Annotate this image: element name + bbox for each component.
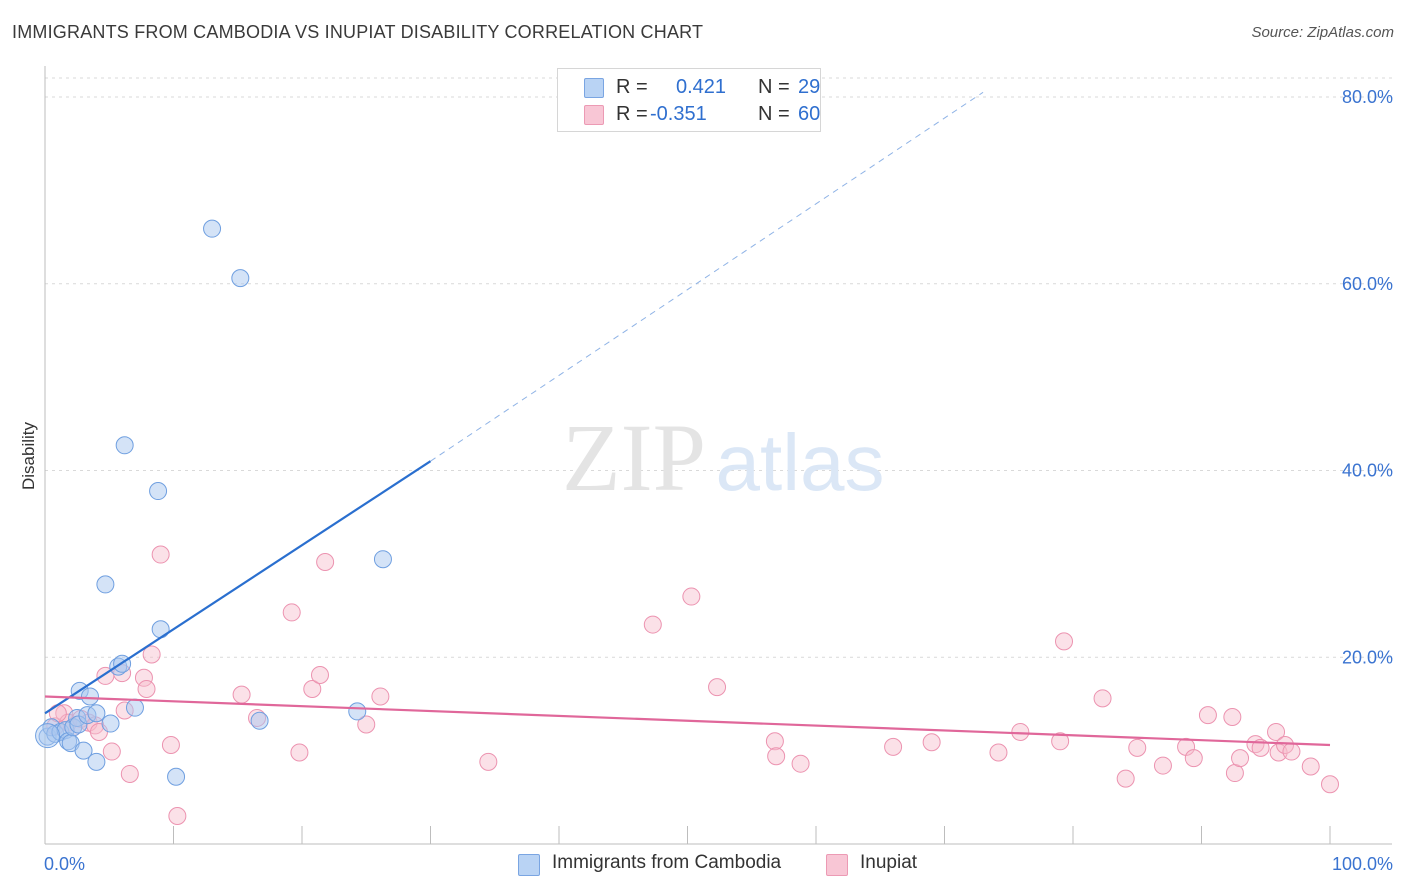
inupiat-point: [765, 732, 784, 751]
inupiat-point: [884, 737, 903, 756]
inupiat-point: [137, 679, 156, 698]
legend-r-value: -0.351: [650, 103, 707, 125]
cambodia-point: [125, 698, 144, 717]
inupiat-trendline: [44, 695, 1331, 747]
grid: [45, 77, 1392, 658]
inupiat-point: [1116, 769, 1135, 788]
x-tick-label: 0.0%: [44, 854, 85, 874]
inupiat-point: [102, 742, 121, 761]
cambodia-point: [167, 767, 186, 786]
inupiat-point: [1267, 722, 1286, 741]
legend-n-value: 29: [798, 76, 821, 98]
inupiat-point: [1184, 749, 1203, 768]
inupiat-point: [791, 754, 810, 773]
inupiat-point: [282, 603, 301, 622]
axes: [44, 66, 1392, 845]
y-tick-label: 20.0%: [1342, 647, 1393, 667]
inupiat-point: [1011, 722, 1030, 741]
inupiat-point: [1055, 632, 1074, 651]
watermark-zip: ZIP: [562, 404, 706, 511]
legend-n-label: N =: [758, 103, 790, 125]
inupiat-point: [479, 752, 498, 771]
inupiat-point: [1093, 689, 1112, 708]
cambodia-point: [74, 741, 93, 760]
cambodia-point: [203, 219, 222, 238]
cambodia-point: [231, 269, 250, 288]
inupiat-point: [1282, 742, 1301, 761]
y-axis-label: Disability: [19, 421, 38, 490]
inupiat-point: [1231, 749, 1250, 768]
inupiat-point: [303, 679, 322, 698]
legend-n-label: N =: [758, 76, 790, 98]
inupiat-point: [1198, 706, 1217, 725]
legend-n-value: 60: [798, 103, 821, 125]
legend-swatch-blue: [584, 78, 604, 98]
watermark: ZIP atlas: [562, 404, 884, 511]
trendlines: [44, 91, 1331, 747]
cambodia-point: [348, 702, 367, 721]
inupiat-point: [1276, 736, 1295, 755]
inupiat-point: [767, 747, 786, 766]
inupiat-point: [161, 736, 180, 755]
inupiat-point: [1153, 756, 1172, 775]
legend-swatch-pink: [584, 105, 604, 125]
bottom-legend-swatch-pink: [826, 854, 848, 876]
cambodia-trendline: [44, 460, 432, 715]
inupiat-point: [1223, 708, 1242, 727]
inupiat-point: [142, 645, 161, 664]
cambodia-point: [87, 704, 106, 723]
cambodia-trendline-extension: [430, 91, 984, 462]
inupiat-point: [290, 743, 309, 762]
inupiat-point: [316, 553, 335, 572]
cambodia-point: [250, 711, 269, 730]
cambodia-point: [87, 752, 106, 771]
inupiat-point: [922, 733, 941, 752]
y-tick-label: 80.0%: [1342, 87, 1393, 107]
inupiat-point: [643, 615, 662, 634]
cambodia-point: [35, 723, 61, 749]
y-tick-label: 40.0%: [1342, 461, 1393, 481]
inupiat-point: [151, 545, 170, 564]
inupiat-point: [1301, 757, 1320, 776]
inupiat-point: [232, 685, 251, 704]
inupiat-point: [1128, 738, 1147, 757]
bottom-legend-swatch-blue: [518, 854, 540, 876]
inupiat-point: [371, 687, 390, 706]
cambodia-point: [373, 550, 392, 569]
cambodia-point: [101, 714, 120, 733]
inupiat-point: [1321, 775, 1339, 794]
bottom-legend-label: Immigrants from Cambodia: [552, 852, 782, 873]
correlation-legend: R = 0.421 N = 29 R = -0.351 N = 60: [557, 68, 821, 132]
watermark-atlas: atlas: [716, 418, 885, 507]
bottom-legend-label: Inupiat: [860, 852, 918, 873]
legend-r-label: R =: [616, 103, 648, 125]
inupiat-point: [708, 678, 727, 697]
legend-r-value: 0.421: [676, 76, 727, 98]
cambodia-point: [115, 436, 134, 455]
legend-r-label: R =: [616, 76, 648, 98]
chart-source: Source: ZipAtlas.com: [1251, 24, 1394, 41]
inupiat-point: [120, 764, 139, 783]
inupiat-point: [1225, 764, 1244, 783]
chart-title: IMMIGRANTS FROM CAMBODIA VS INUPIAT DISA…: [12, 22, 704, 42]
cambodia-point: [149, 482, 168, 501]
inupiat-point: [989, 743, 1008, 762]
x-tick-label: 100.0%: [1332, 854, 1393, 874]
inupiat-point: [1051, 732, 1070, 751]
inupiat-point: [168, 806, 187, 825]
tick-labels: 20.0% 40.0% 60.0% 80.0% 0.0% 100.0%: [44, 87, 1393, 874]
cambodia-point: [80, 687, 99, 706]
cambodia-point: [151, 620, 170, 639]
inupiat-point: [682, 587, 701, 606]
inupiat-point: [357, 715, 376, 734]
inupiat-point: [310, 665, 329, 684]
data-points: [35, 219, 1339, 825]
y-tick-label: 60.0%: [1342, 274, 1393, 294]
cambodia-point: [96, 575, 115, 594]
inupiat-point: [134, 668, 153, 687]
